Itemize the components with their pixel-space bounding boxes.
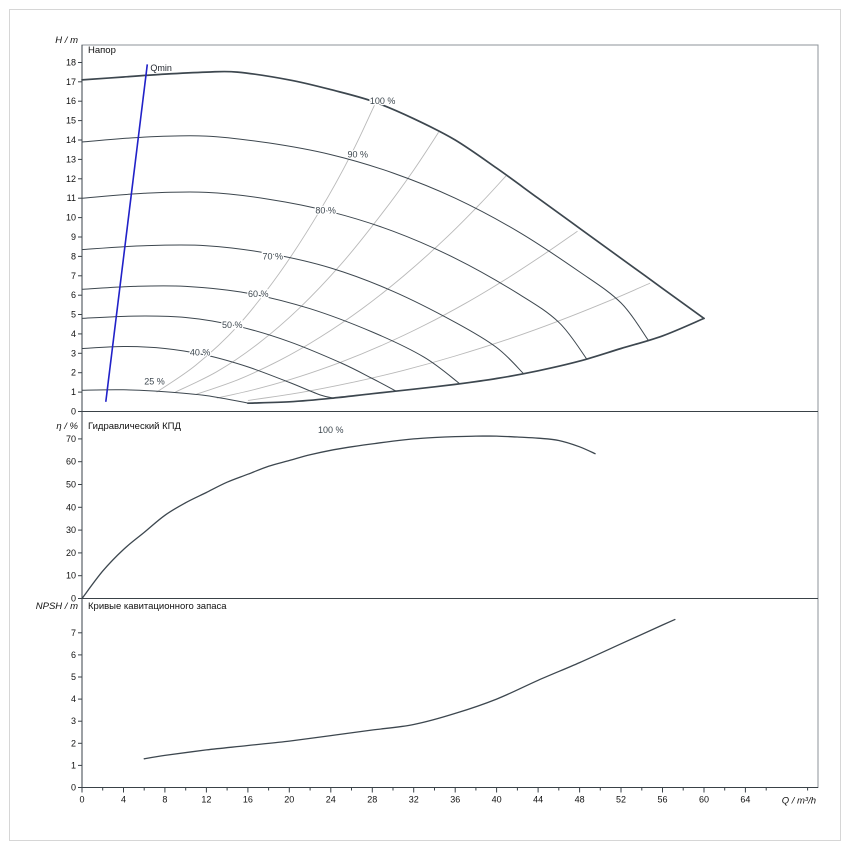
y-tick-label: 10 [66, 213, 76, 223]
iso-efficiency-line [216, 230, 578, 399]
x-tick-label: 44 [533, 795, 543, 805]
y-tick-label: 0 [71, 407, 76, 417]
y-tick-label: 6 [71, 650, 76, 660]
y-tick-label: 20 [66, 548, 76, 558]
y-tick-label: 1 [71, 387, 76, 397]
x-tick-label: 64 [740, 795, 750, 805]
limit-curve-100-percent [81, 70, 705, 320]
npsh-curve [143, 618, 676, 760]
x-tick-label: 8 [162, 795, 167, 805]
speed-curve-60-percent [81, 285, 460, 384]
y-tick-label: 14 [66, 135, 76, 145]
speed-curve-40-percent [81, 346, 335, 399]
x-tick-label: 0 [79, 795, 84, 805]
curve-percent-label: 100 % [318, 425, 344, 435]
curve-percent-label: 25 % [144, 376, 165, 386]
x-tick-label: 32 [409, 795, 419, 805]
x-tick-label: 48 [575, 795, 585, 805]
y-tick-label: 13 [66, 154, 76, 164]
speed-curve-25-percent [81, 389, 249, 404]
y-tick-label: 7 [71, 271, 76, 281]
y-tick-label: 17 [66, 77, 76, 87]
y-tick-label: 16 [66, 96, 76, 106]
x-tick-label: 52 [616, 795, 626, 805]
panel-title: Гидравлический КПД [88, 421, 181, 432]
speed-curve-80-percent [81, 191, 588, 360]
y-tick-label: 10 [66, 571, 76, 581]
x-tick-label: 36 [450, 795, 460, 805]
y-tick-label: 11 [67, 193, 76, 203]
speed-curve-90-percent [81, 135, 649, 341]
qmin-label: Qmin [150, 63, 172, 73]
iso-efficiency-line [247, 282, 651, 401]
iso-efficiency-line [175, 132, 439, 393]
curve-percent-label: 40 % [190, 347, 211, 357]
speed-curve-70-percent [81, 244, 525, 375]
y-tick-label: 8 [71, 251, 76, 261]
y-tick-label: 15 [66, 116, 76, 126]
curve-percent-label: 90 % [347, 149, 368, 159]
qmin-line [105, 64, 149, 402]
y-tick-label: 0 [71, 594, 76, 604]
iso-efficiency-line [195, 175, 507, 395]
curve-percent-label: 60 % [248, 289, 269, 299]
speed-curve-50-percent [81, 315, 397, 392]
x-tick-label: 28 [367, 795, 377, 805]
y-axis-unit-label: η / % [56, 421, 78, 432]
y-tick-label: 5 [71, 672, 76, 682]
y-tick-label: 3 [71, 348, 76, 358]
panel-title: Кривые кавитационного запаса [88, 601, 227, 612]
y-tick-label: 6 [71, 290, 76, 300]
y-tick-label: 1 [71, 760, 76, 770]
y-tick-label: 12 [66, 174, 76, 184]
y-axis-unit-label: NPSH / m [36, 601, 78, 612]
y-tick-label: 3 [71, 716, 76, 726]
x-tick-label: 16 [243, 795, 253, 805]
curve-percent-label: 100 % [370, 96, 396, 106]
limit-curve-min [247, 317, 705, 405]
y-tick-label: 50 [66, 480, 76, 490]
y-tick-label: 18 [66, 58, 76, 68]
outer-border [9, 9, 841, 841]
y-axis-unit-label: H / m [55, 35, 78, 46]
y-tick-label: 4 [71, 329, 76, 339]
x-axis-unit-label: Q / m³/h [782, 796, 816, 807]
x-tick-label: 4 [121, 795, 126, 805]
x-tick-label: 12 [201, 795, 211, 805]
y-tick-label: 4 [71, 694, 76, 704]
y-tick-label: 60 [66, 457, 76, 467]
curve-percent-label: 50 % [222, 320, 243, 330]
x-tick-label: 24 [326, 795, 336, 805]
curve-percent-label: 80 % [315, 206, 336, 216]
curve-percent-label: 70 % [262, 251, 283, 261]
panel-title: Напор [88, 45, 116, 56]
y-tick-label: 2 [71, 368, 76, 378]
y-tick-label: 70 [66, 434, 76, 444]
y-tick-label: 2 [71, 738, 76, 748]
y-tick-label: 0 [71, 783, 76, 793]
x-tick-label: 20 [284, 795, 294, 805]
y-tick-label: 5 [71, 310, 76, 320]
efficiency-curve-100-percent [81, 435, 596, 600]
iso-efficiency-line [156, 103, 376, 393]
x-tick-label: 40 [492, 795, 502, 805]
y-tick-label: 40 [66, 502, 76, 512]
y-tick-label: 9 [71, 232, 76, 242]
y-tick-label: 30 [66, 525, 76, 535]
y-tick-label: 7 [71, 628, 76, 638]
x-tick-label: 56 [657, 795, 667, 805]
x-tick-label: 60 [699, 795, 709, 805]
